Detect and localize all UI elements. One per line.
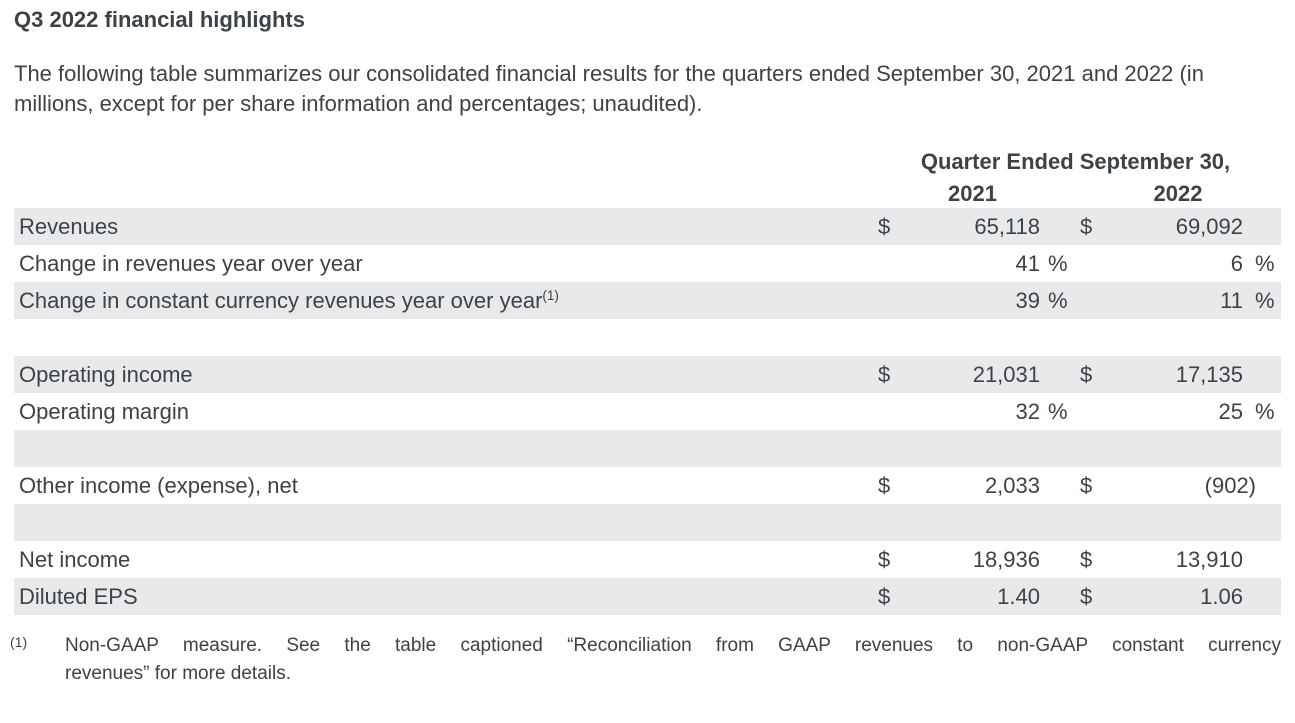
currency-symbol-2022: $	[1080, 213, 1093, 239]
footnote-line-2: revenues” for more details.	[65, 663, 291, 684]
value-2021: 1.40	[997, 583, 1040, 609]
value-2022: 17,135	[1175, 361, 1243, 387]
row-label: Change in constant currency revenues yea…	[14, 288, 870, 314]
footnote-marker: (1)	[10, 634, 28, 650]
table-row	[14, 504, 1281, 541]
table-row: Other income (expense), net $ 2,033 $ (9…	[14, 467, 1281, 504]
value-2022: 13,910	[1175, 546, 1243, 572]
page-title: Q3 2022 financial highlights	[14, 7, 305, 32]
table-row: Diluted EPS $ 1.40 $ 1.06	[14, 578, 1281, 615]
currency-symbol-2021: $	[878, 546, 891, 572]
table-row: Change in revenues year over year 41 % 6…	[14, 245, 1281, 282]
row-label-text: Operating margin	[19, 398, 189, 424]
value-2021: 65,118	[974, 213, 1040, 239]
table-row: Net income $ 18,936 $ 13,910	[14, 541, 1281, 578]
currency-symbol-2021: $	[878, 472, 891, 498]
row-label-text: Diluted EPS	[19, 583, 138, 609]
value-2021: 32	[1015, 398, 1040, 424]
currency-symbol-2022: $	[1080, 546, 1093, 572]
table-year-row: 2021 2022	[14, 179, 1281, 208]
value-2022: 11	[1220, 287, 1243, 313]
value-2022: (902)	[1204, 472, 1256, 498]
currency-symbol-2022: $	[1080, 361, 1093, 387]
table-row: Change in constant currency revenues yea…	[14, 282, 1281, 319]
value-2021: 39	[1015, 287, 1040, 313]
table-header-row: Quarter Ended September 30,	[14, 145, 1281, 179]
financial-highlights-table: Quarter Ended September 30, 2021 2022 Re…	[14, 145, 1281, 615]
value-2022: 1.06	[1200, 583, 1243, 609]
currency-symbol-2021: $	[878, 213, 891, 239]
table-row: Operating income $ 21,031 $ 17,135	[14, 356, 1281, 393]
percent-sign-2022: %	[1255, 287, 1275, 313]
table-body: Revenues $ 65,118 $ 69,092 Change in rev…	[14, 208, 1281, 615]
table-row	[14, 319, 1281, 356]
row-label-text: Revenues	[19, 213, 119, 239]
currency-symbol-2021: $	[878, 583, 891, 609]
intro-text: The following table summarizes our conso…	[14, 61, 1204, 116]
value-2022: 6	[1230, 250, 1243, 276]
row-label: Revenues	[14, 214, 870, 240]
row-label: Change in revenues year over year	[14, 251, 870, 277]
footnote-reference: (1)	[542, 287, 559, 303]
year-column-2022: 2022	[1153, 180, 1203, 206]
row-label: Operating margin	[14, 399, 870, 425]
table-row: Revenues $ 65,118 $ 69,092	[14, 208, 1281, 245]
currency-symbol-2021: $	[878, 361, 891, 387]
currency-symbol-2022: $	[1080, 583, 1093, 609]
currency-symbol-2022: $	[1080, 472, 1093, 498]
percent-sign-2021: %	[1048, 398, 1068, 424]
footnote: (1) Non-GAAP measure. See the table capt…	[10, 632, 1281, 688]
row-label-text: Change in revenues year over year	[19, 250, 363, 276]
value-2022: 69,092	[1175, 213, 1243, 239]
percent-sign-2021: %	[1048, 250, 1068, 276]
table-row: Operating margin 32 % 25 %	[14, 393, 1281, 430]
table-row	[14, 430, 1281, 467]
year-column-2021: 2021	[948, 180, 997, 206]
value-2021: 41	[1015, 250, 1040, 276]
row-label-text: Operating income	[19, 361, 193, 387]
row-label: Other income (expense), net	[14, 473, 870, 499]
value-2021: 18,936	[972, 546, 1040, 572]
value-2022: 25	[1218, 398, 1243, 424]
row-label-text: Other income (expense), net	[19, 472, 298, 498]
value-2021: 2,033	[984, 472, 1040, 498]
row-label-text: Net income	[19, 546, 131, 572]
footnote-line-1: Non-GAAP measure. See the table captione…	[65, 635, 1281, 656]
row-label-text: Change in constant currency revenues yea…	[19, 287, 543, 313]
row-label: Operating income	[14, 362, 870, 388]
percent-sign-2022: %	[1255, 398, 1275, 424]
value-2021: 21,031	[972, 361, 1040, 387]
footnote-text: Non-GAAP measure. See the table captione…	[65, 632, 1281, 688]
document-page: Q3 2022 financial highlights The followi…	[10, 7, 1281, 688]
percent-sign-2021: %	[1048, 287, 1068, 313]
row-label: Diluted EPS	[14, 584, 870, 610]
row-label: Net income	[14, 547, 870, 573]
table-header-title: Quarter Ended September 30,	[920, 149, 1231, 174]
percent-sign-2022: %	[1255, 250, 1275, 276]
